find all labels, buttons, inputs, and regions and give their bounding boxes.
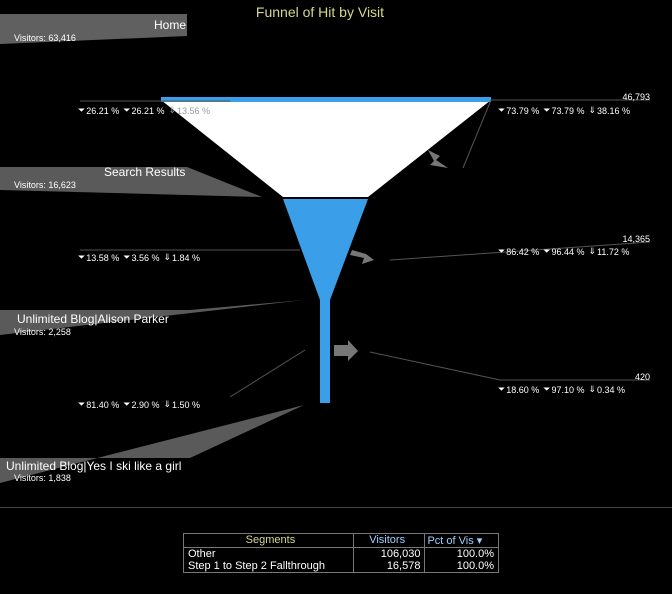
- pct-stat: ⏷ 73.79 %: [543, 105, 585, 116]
- right-pct-row: ⏷ 73.79 % ⏷ 73.79 % ⇓ 38.16 %: [498, 105, 630, 116]
- sort-desc-icon: ▾: [476, 535, 483, 547]
- funnel-band-2: [283, 199, 368, 300]
- chart-title: Funnel of Hit by Visit: [255, 4, 385, 20]
- down-arrow-icon: ⇓: [163, 252, 172, 262]
- pct-stat: ⏷ 3.56 %: [123, 252, 160, 263]
- filter-icon: ⏷: [78, 399, 86, 409]
- pct-stat: ⇓ 11.72 %: [588, 246, 630, 257]
- funnel-band-3: [320, 300, 330, 403]
- step-banner: [0, 14, 187, 44]
- divider: [0, 507, 672, 508]
- pct-stat: ⏷ 26.21 %: [78, 105, 120, 116]
- table-cell: 106,030: [352, 548, 425, 560]
- filter-icon: ⏷: [123, 105, 131, 115]
- pct-stat: ⏷ 2.90 %: [123, 399, 160, 410]
- filter-icon: ⏷: [498, 105, 506, 115]
- down-arrow-icon: ⇓: [163, 399, 172, 409]
- left-pct-row: ⏷ 13.58 % ⏷ 3.56 % ⇓ 1.84 %: [78, 252, 200, 263]
- left-pct-row: ⏷ 26.21 % ⏷ 26.21 % ⇓ 13.56 %: [78, 105, 210, 116]
- step-visitors: Visitors: 2,258: [14, 327, 71, 337]
- filter-icon: ⏷: [123, 252, 131, 262]
- pct-stat: ⏷ 26.21 %: [123, 105, 165, 116]
- pct-stat: ⇓ 13.56 %: [168, 105, 211, 116]
- filter-icon: ⏷: [123, 399, 131, 409]
- table-row[interactable]: Other 106,030 100.0%: [184, 548, 498, 560]
- table-header: Segments Visitors Pct of Vis ▾: [184, 534, 498, 548]
- step-name: Home: [154, 18, 187, 32]
- column-header-segments[interactable]: Segments: [245, 534, 296, 546]
- arrow-icon: [334, 150, 448, 361]
- down-arrow-icon: ⇓: [168, 105, 177, 115]
- segments-table: Segments Visitors Pct of Vis ▾ Other 106…: [183, 533, 499, 573]
- down-arrow-icon: ⇓: [588, 246, 597, 256]
- step-name: Search Results: [104, 165, 186, 179]
- table-cell: Other: [188, 548, 216, 560]
- filter-icon: ⏷: [498, 384, 506, 394]
- pct-stat: ⇓ 0.34 %: [588, 384, 626, 395]
- pct-stat: ⏷ 13.58 %: [78, 252, 120, 263]
- dropoff-visitors: 46,793: [622, 92, 650, 102]
- left-pct-row: ⏷ 81.40 % ⏷ 2.90 % ⇓ 1.50 %: [78, 399, 200, 410]
- step-visitors: Visitors: 16,623: [14, 180, 76, 190]
- step-banner: [0, 167, 262, 197]
- dropoff-visitors: 14,365: [622, 234, 650, 244]
- step-name: Unlimited Blog|Alison Parker: [17, 312, 169, 326]
- down-arrow-icon: ⇓: [588, 384, 597, 394]
- step-visitors: Visitors: 1,838: [14, 473, 71, 483]
- column-header-visitors[interactable]: Visitors: [352, 534, 425, 547]
- right-pct-row: ⏷ 86.42 % ⏷ 96.44 % ⇓ 11.72 %: [498, 246, 629, 257]
- table-cell: Step 1 to Step 2 Fallthrough: [188, 560, 325, 572]
- pct-stat: ⇓ 38.16 %: [588, 105, 631, 116]
- pct-stat: ⏷ 81.40 %: [78, 399, 120, 410]
- filter-icon: ⏷: [498, 246, 506, 256]
- dropoff-visitors: 420: [634, 372, 650, 382]
- filter-icon: ⏷: [543, 246, 551, 256]
- pct-stat: ⏷ 96.44 %: [543, 246, 585, 257]
- funnel-rim: [161, 97, 491, 102]
- pct-stat: ⏷ 97.10 %: [543, 384, 585, 395]
- down-arrow-icon: ⇓: [588, 105, 597, 115]
- funnel-band-1: [161, 100, 491, 197]
- filter-icon: ⏷: [78, 105, 86, 115]
- step-visitors: Visitors: 63,416: [14, 33, 76, 43]
- table-cell: 16,578: [352, 560, 425, 572]
- pct-stat: ⏷ 73.79 %: [498, 105, 540, 116]
- filter-icon: ⏷: [543, 105, 551, 115]
- filter-icon: ⏷: [543, 384, 551, 394]
- filter-icon: ⏷: [78, 252, 86, 262]
- step-banner: [0, 300, 304, 335]
- pct-stat: ⇓ 1.84 %: [163, 252, 201, 263]
- right-pct-row: ⏷ 18.60 % ⏷ 97.10 % ⇓ 0.34 %: [498, 384, 625, 395]
- table-cell: 100.0%: [424, 548, 498, 560]
- pct-stat: ⏷ 86.42 %: [498, 246, 540, 257]
- step-banner: [0, 405, 304, 483]
- table-row[interactable]: Step 1 to Step 2 Fallthrough 16,578 100.…: [184, 560, 498, 572]
- pct-stat: ⏷ 18.60 %: [498, 384, 540, 395]
- step-name: Unlimited Blog|Yes I ski like a girl: [6, 459, 182, 473]
- pct-stat: ⇓ 1.50 %: [163, 399, 201, 410]
- column-header-pct[interactable]: Pct of Vis ▾: [424, 534, 498, 547]
- table-cell: 100.0%: [424, 560, 498, 572]
